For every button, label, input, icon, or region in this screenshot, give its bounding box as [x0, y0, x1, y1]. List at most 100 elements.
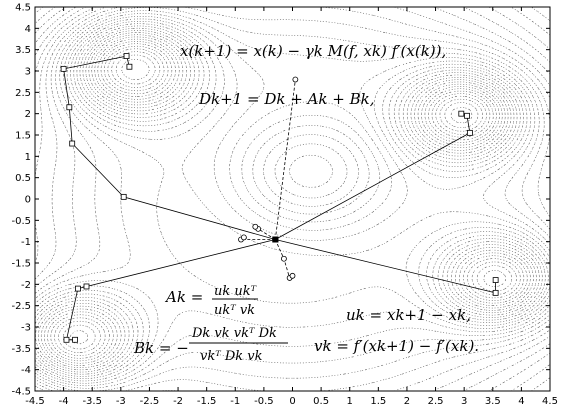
- x-tick-label: -0.5: [254, 396, 274, 407]
- y-tick-label: -3.5: [11, 344, 31, 355]
- contour-line: [63, 45, 517, 350]
- data-point-circle: [252, 223, 259, 230]
- y-tick-label: 2: [25, 109, 31, 120]
- equation-a-denominator: ukᵀ vk: [214, 303, 255, 318]
- x-tick-label: 0.5: [313, 396, 329, 407]
- axes: -4.5 -4 -3.5 -3 -2.5 -2 -1.5 -1 -0.5 0 0.5 1 1.5 2 2.5…: [11, 3, 557, 408]
- descent-paths: [60, 53, 499, 343]
- contour-line: [34, 18, 551, 379]
- contour-line: [54, 41, 525, 356]
- path-line: [275, 239, 497, 294]
- data-point-square: [464, 112, 470, 119]
- contour-line: [40, 32, 537, 366]
- contour-line: [34, 6, 551, 392]
- y-tick-label: -4: [21, 365, 31, 376]
- equation-a-lhs: Ak =: [164, 288, 203, 306]
- y-tick-label: -1: [21, 237, 31, 248]
- contour-line: [34, 6, 551, 392]
- contour-line: [34, 6, 551, 392]
- contour-line: [38, 30, 540, 368]
- data-point-square: [123, 53, 130, 59]
- y-tick-label: -4.5: [11, 387, 31, 398]
- equation-v-definition: vk = f′(xk+1) − f′(xk).: [314, 337, 479, 355]
- contour-line: [34, 6, 551, 392]
- y-tick-label: -2.5: [11, 301, 31, 312]
- y-tick-label: 0.5: [15, 173, 31, 184]
- data-point-square: [466, 129, 473, 136]
- x-tick-label: -4.5: [25, 396, 45, 407]
- contour-line: [34, 7, 551, 389]
- x-tick-label: 4.5: [542, 396, 558, 407]
- contour-line: [34, 6, 551, 392]
- contour-line: [58, 43, 521, 353]
- contour-line: [34, 23, 549, 375]
- contour-line: [34, 6, 551, 392]
- equations: x(k+1) = x(k) − γk M(f, xk) f′(x(k)), Dk…: [133, 42, 479, 364]
- y-tick-label: 3.5: [15, 45, 31, 56]
- y-tick-label: 0: [25, 195, 31, 206]
- data-point-square: [63, 336, 70, 343]
- contour-lines: [34, 6, 551, 392]
- data-point-square: [60, 65, 67, 72]
- contour-line: [34, 6, 551, 392]
- x-tick-label: 2: [404, 396, 410, 407]
- data-point-circle: [240, 234, 247, 241]
- x-tick-label: 3.5: [485, 396, 501, 407]
- y-tick-label: 1: [25, 152, 31, 163]
- data-point-square: [66, 104, 73, 111]
- x-tick-label: -2.5: [140, 396, 160, 407]
- contour-line: [34, 10, 551, 387]
- x-tick-label: -2: [173, 396, 183, 407]
- data-point-square: [492, 289, 499, 296]
- y-tick-label: 3: [25, 67, 31, 78]
- x-tick-label: -1: [230, 396, 240, 407]
- equation-newton-update: x(k+1) = x(k) − γk M(f, xk) f′(x(k)),: [180, 42, 446, 60]
- data-point-square: [83, 283, 90, 290]
- y-tick-label: -3: [21, 323, 31, 334]
- contour-line: [50, 38, 528, 359]
- contour-line: [115, 54, 479, 128]
- start-point: [272, 236, 279, 243]
- contour-line: [34, 25, 546, 373]
- data-point-square: [126, 63, 133, 70]
- equation-d-update: Dk+1 = Dk + Ak + Bk,: [198, 90, 374, 108]
- contour-line: [121, 59, 473, 124]
- equation-a-numerator: uk ukᵀ: [214, 284, 257, 299]
- y-tick-label: 4.5: [15, 3, 31, 14]
- y-tick-label: 1.5: [15, 131, 31, 142]
- data-point-square: [458, 110, 465, 117]
- data-point-circle: [281, 255, 287, 262]
- x-tick-label: 4: [518, 396, 524, 407]
- x-tick-label: 0: [289, 396, 295, 407]
- y-tick-label: 4: [25, 24, 31, 35]
- equation-u-definition: uk = xk+1 − xk,: [346, 306, 471, 324]
- contour-line: [35, 27, 543, 371]
- contour-line: [44, 34, 534, 364]
- data-point-circle: [292, 76, 299, 83]
- contour-line: [34, 13, 551, 384]
- x-tick-label: -4: [59, 396, 69, 407]
- contour-line: [34, 6, 551, 392]
- data-point-square: [69, 140, 76, 147]
- y-tick-label: -0.5: [11, 216, 31, 227]
- x-tick-label: -3: [116, 396, 126, 407]
- data-point-square: [72, 336, 78, 343]
- data-point-circle: [289, 272, 296, 279]
- y-tick-label: -1.5: [11, 259, 31, 270]
- y-tick-label: 2.5: [15, 88, 31, 99]
- data-point-square: [75, 285, 81, 292]
- plot-frame: [34, 6, 551, 392]
- equation-b-lhs: Bk = −: [133, 339, 189, 357]
- contour-line: [34, 16, 551, 382]
- data-point-square: [120, 193, 127, 200]
- x-tick-label: 1: [347, 396, 353, 407]
- equation-b-numerator: Dk vk vkᵀ Dk: [191, 326, 277, 341]
- x-tick-label: -3.5: [82, 396, 102, 407]
- x-tick-label: 3: [461, 396, 467, 407]
- contour-line: [111, 51, 506, 287]
- data-point-square: [492, 277, 499, 283]
- x-tick-label: 1.5: [370, 396, 386, 407]
- x-tick-label: 2.5: [428, 396, 444, 407]
